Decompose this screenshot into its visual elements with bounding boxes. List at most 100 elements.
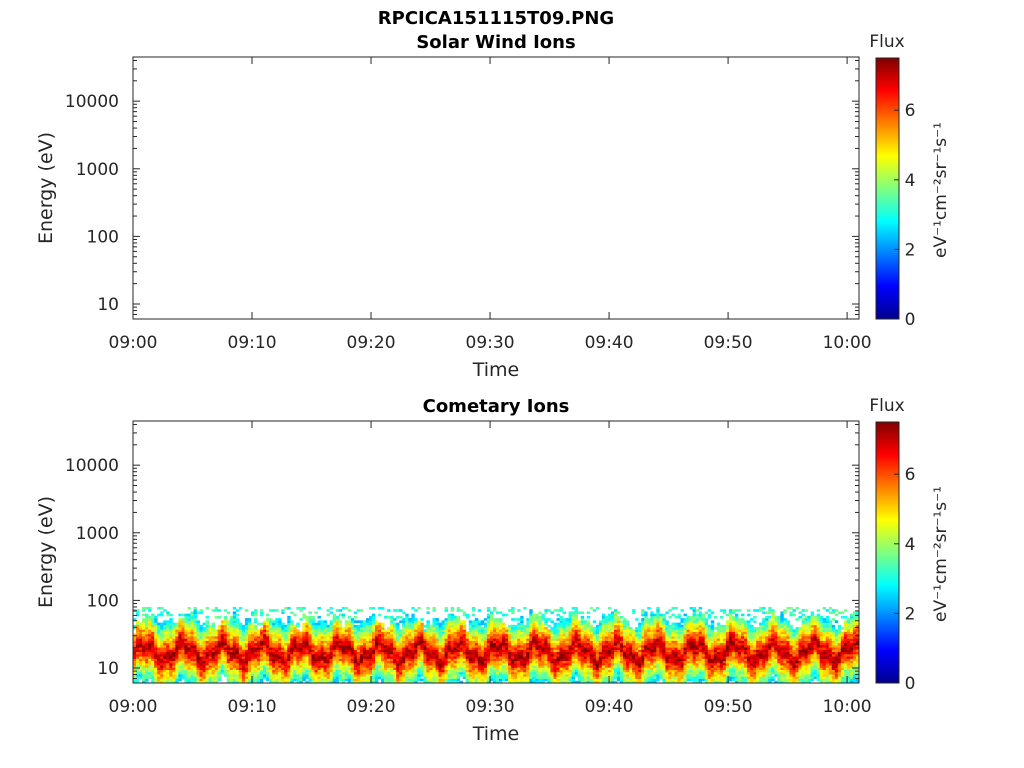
heatmap-cell (432, 609, 436, 612)
heatmap-cell (241, 665, 246, 668)
heatmap-cell (411, 647, 415, 650)
heatmap-cell (172, 633, 176, 637)
heatmap-cell (414, 658, 418, 662)
heatmap-cell (411, 622, 415, 626)
heatmap-cell (311, 680, 315, 684)
heatmap-cell (332, 647, 337, 650)
heatmap-cell (263, 642, 267, 646)
heatmap-cell (199, 647, 203, 650)
heatmap-cell (299, 680, 303, 684)
heatmap-cell (459, 636, 464, 639)
heatmap-cell (453, 651, 458, 655)
heatmap-cell (199, 644, 203, 648)
heatmap-cell (247, 631, 252, 635)
heatmap-cell (257, 667, 261, 670)
heatmap-cell (302, 640, 306, 644)
heatmap-cell (311, 658, 315, 662)
heatmap-cell (202, 627, 206, 630)
heatmap-cell (160, 629, 164, 632)
heatmap-cell (133, 667, 137, 670)
heatmap-cell (299, 676, 303, 679)
heatmap-cell (238, 633, 243, 637)
heatmap-cell (163, 642, 167, 646)
heatmap-cell (420, 653, 424, 657)
heatmap-cell (399, 647, 403, 650)
heatmap-cell (202, 665, 206, 668)
heatmap-cell (263, 653, 267, 657)
heatmap-cell (414, 647, 418, 650)
heatmap-cell (435, 642, 439, 646)
heatmap-cell (169, 651, 173, 655)
heatmap-cell (235, 656, 240, 659)
x-tick-label: 09:10 (228, 333, 277, 353)
heatmap-cell (390, 651, 394, 655)
heatmap-cell (211, 636, 216, 639)
heatmap-cell (402, 678, 406, 682)
heatmap-cell (453, 671, 458, 675)
heatmap-cell (335, 656, 340, 659)
heatmap-cell (326, 642, 331, 646)
heatmap-cell (447, 669, 452, 673)
heatmap-cell (344, 667, 349, 670)
heatmap-cell (326, 658, 331, 662)
heatmap-cell (302, 633, 306, 637)
heatmap-cell (196, 624, 200, 628)
heatmap-cell (302, 647, 306, 650)
heatmap-cell (456, 674, 461, 677)
heatmap-cell (232, 613, 237, 617)
heatmap-cell (187, 662, 191, 666)
heatmap-cell (169, 640, 173, 644)
heatmap-cell (226, 647, 231, 650)
heatmap-cell (332, 638, 337, 641)
heatmap-cell (465, 658, 470, 662)
heatmap-cell (453, 676, 458, 679)
heatmap-cell (399, 669, 403, 673)
heatmap-cell (317, 642, 321, 646)
heatmap-cell (402, 662, 406, 666)
heatmap-cell (347, 676, 352, 679)
heatmap-cell (329, 640, 334, 644)
heatmap-cell (266, 636, 270, 639)
heatmap-cell (151, 647, 155, 650)
heatmap-cell (477, 662, 482, 666)
heatmap-cell (332, 613, 337, 617)
heatmap-cell (462, 624, 467, 628)
heatmap-cell (396, 674, 400, 677)
heatmap-cell (314, 667, 318, 670)
heatmap-cell (583, 620, 588, 623)
heatmap-cell (353, 680, 358, 684)
heatmap-cell (356, 651, 361, 655)
heatmap-cell (247, 656, 252, 659)
heatmap-cell (263, 647, 267, 650)
heatmap-cell (502, 662, 506, 666)
heatmap-cell (241, 669, 246, 673)
heatmap-cell (163, 678, 167, 682)
heatmap-cell (293, 660, 297, 664)
heatmap-cell (417, 649, 421, 653)
heatmap-cell (359, 633, 364, 637)
heatmap-cell (232, 656, 237, 659)
heatmap-cell (350, 680, 355, 684)
heatmap-cell (329, 680, 334, 684)
heatmap-cell (471, 642, 476, 646)
heatmap-cell (390, 642, 394, 646)
heatmap-cell (247, 647, 252, 650)
heatmap-cell (408, 669, 412, 673)
heatmap-cell (220, 653, 225, 657)
heatmap-cell (432, 649, 436, 653)
heatmap-cell (317, 649, 321, 653)
heatmap-cell (272, 620, 276, 623)
heatmap-cell (499, 667, 503, 670)
heatmap-cell (254, 674, 258, 677)
heatmap-cell (393, 669, 397, 673)
heatmap-cell (359, 680, 364, 684)
heatmap-cell (202, 647, 206, 650)
heatmap-cell (232, 653, 237, 657)
heatmap-cell (447, 618, 452, 621)
heatmap-cell (260, 653, 264, 657)
heatmap-cell (462, 611, 467, 615)
heatmap-cell (459, 665, 464, 668)
heatmap-cell (347, 674, 352, 677)
heatmap-cell (329, 633, 334, 637)
heatmap-cell (208, 656, 213, 659)
